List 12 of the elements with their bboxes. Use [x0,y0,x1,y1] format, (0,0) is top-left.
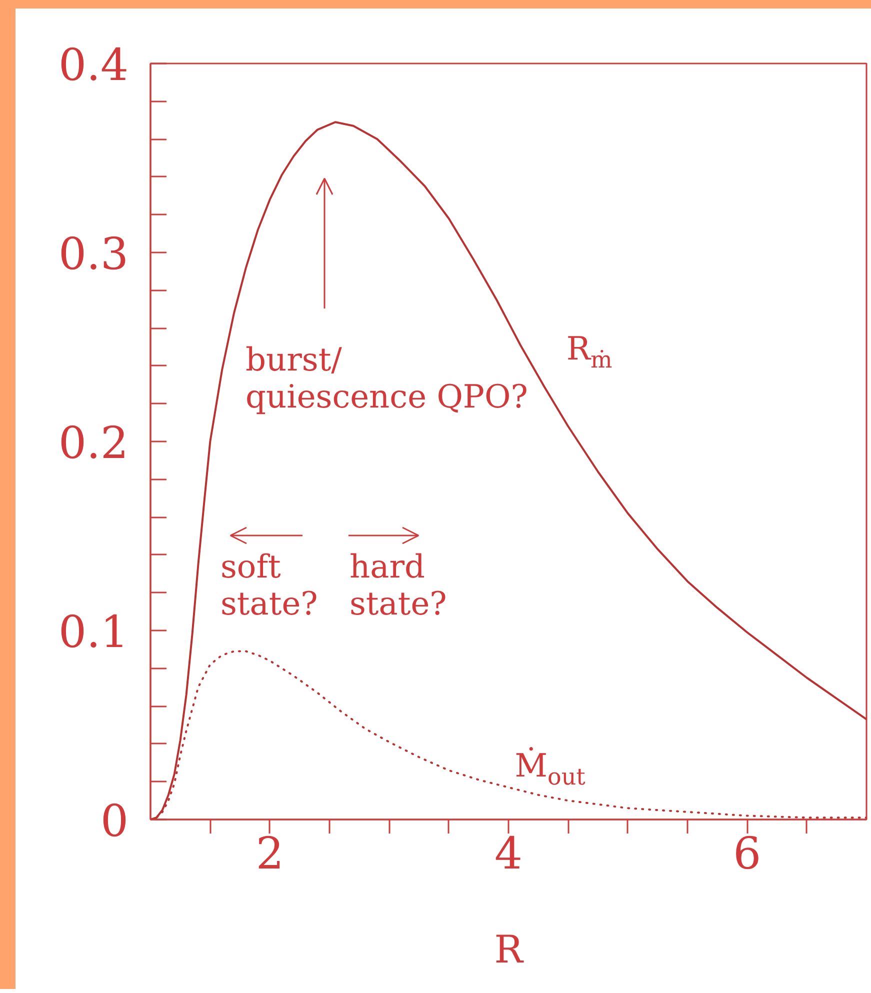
annotation: burst/ quiescence QPO? [246,340,528,416]
y-tick-label: 0.4 [58,40,129,91]
x-axis-title: R [494,928,524,972]
y-tick-label: 0.2 [58,418,129,469]
x-tick-label: 4 [494,828,523,880]
y-tick-label: 0.3 [58,229,129,280]
x-tick-label: 2 [256,828,284,880]
annotation: hard state? [350,548,447,623]
annotation: soft state? [220,548,318,623]
y-tick-label: 0.1 [58,607,129,658]
y-tick-label: 0 [100,796,129,847]
x-tick-label: 6 [733,828,762,880]
